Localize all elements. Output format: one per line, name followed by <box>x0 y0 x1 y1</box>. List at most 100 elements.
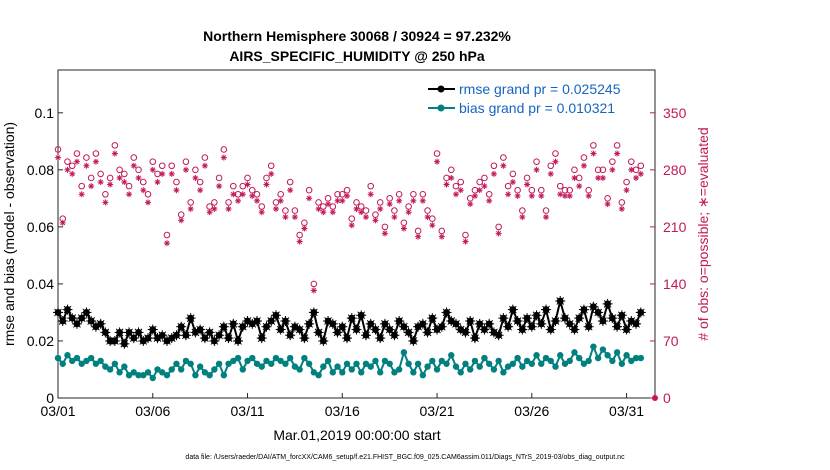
obs-possible-point <box>92 150 100 157</box>
rmse-point-star <box>417 318 428 329</box>
bias-point <box>376 369 384 376</box>
bias-point <box>149 374 156 382</box>
obs-evaluated-point <box>344 192 351 199</box>
obs-possible-point <box>168 162 176 170</box>
rmse-point-star <box>199 333 210 344</box>
rmse-point-star <box>436 321 447 332</box>
obs-possible-point <box>220 146 228 153</box>
bias-point <box>268 360 275 367</box>
obs-evaluated-point <box>235 197 242 204</box>
rmse-point-star <box>176 321 187 332</box>
bias-point <box>163 371 171 379</box>
bias-point <box>286 354 294 362</box>
obs-evaluated-point <box>633 174 640 181</box>
obs-evaluated-point <box>580 162 587 169</box>
obs-possible-point <box>618 199 626 206</box>
chart-title: Northern Hemisphere 30068 / 30924 = 97.2… <box>203 28 511 44</box>
rmse-point-star <box>114 327 125 338</box>
obs-evaluated-point <box>348 222 355 229</box>
obs-evaluated-point <box>55 154 61 161</box>
rmse-point-star <box>479 324 490 335</box>
bias-point <box>106 366 114 373</box>
rmse-point-star <box>261 321 272 332</box>
obs-possible-point <box>609 158 616 165</box>
obs-evaluated-point <box>73 158 80 165</box>
bias-point <box>225 360 232 367</box>
bias-point <box>481 354 488 362</box>
bias-point <box>580 360 588 367</box>
obs-possible-point <box>315 199 322 206</box>
rmse-point-star <box>578 304 589 315</box>
obs-possible-point <box>594 166 602 174</box>
bias-point <box>192 371 199 379</box>
obs-evaluated-point <box>220 154 227 161</box>
obs-evaluated-point <box>277 197 284 204</box>
x-tick-label: 03/26 <box>514 403 549 419</box>
rmse-point-star <box>360 330 371 341</box>
obs-evaluated-point <box>296 238 303 245</box>
legend: rmse grand pr = 0.025245 bias grand pr =… <box>420 77 650 119</box>
bias-point <box>400 349 408 356</box>
bias-point <box>372 357 379 365</box>
obs-evaluated-point <box>263 181 270 188</box>
rmse-point-star <box>460 327 471 338</box>
bias-point <box>514 354 521 362</box>
rmse-point-star <box>564 318 575 329</box>
obs-evaluated-point <box>557 191 564 198</box>
bias-point <box>557 352 564 359</box>
bias-point <box>467 366 474 373</box>
obs-possible-point <box>476 178 483 186</box>
rmse-point-star <box>57 315 68 326</box>
bias-point <box>111 360 119 367</box>
rmse-point-star <box>337 321 348 332</box>
bias-point <box>594 354 602 362</box>
rmse-point-star <box>308 307 319 318</box>
obs-possible-point <box>135 166 142 174</box>
rmse-point-star <box>394 315 405 326</box>
bias-point <box>462 360 469 367</box>
bias-point <box>362 360 370 367</box>
bias-point <box>263 357 270 365</box>
rmse-point-star <box>266 315 277 326</box>
bias-point <box>381 357 389 365</box>
rmse-point-star <box>195 324 206 335</box>
obs-evaluated-point <box>239 191 246 198</box>
obs-evaluated-point <box>145 199 152 206</box>
rmse-point-star <box>602 298 613 309</box>
bias-point <box>54 354 62 362</box>
rmse-point-star <box>270 310 281 321</box>
rmse-point-star <box>346 313 357 324</box>
rmse-point-star <box>280 315 291 326</box>
bias-point <box>448 352 455 359</box>
bias-point <box>291 363 299 370</box>
obs-evaluated-point <box>59 219 66 226</box>
obs-evaluated-point <box>78 191 85 198</box>
bias-point <box>310 369 318 376</box>
bias-point <box>230 357 237 365</box>
obs-evaluated-point <box>585 192 592 199</box>
obs-evaluated-point <box>505 191 512 198</box>
bias-point <box>538 360 545 367</box>
obs-possible-point <box>121 170 128 178</box>
bias-point <box>177 366 185 373</box>
rmse-point-star <box>375 333 386 344</box>
obs-possible-point <box>500 154 507 161</box>
bias-point <box>206 371 213 379</box>
bias-point <box>433 366 441 373</box>
plot-area <box>57 69 656 399</box>
obs-evaluated-point <box>571 174 578 181</box>
rmse-point-star <box>171 330 182 341</box>
rmse-point-star <box>218 321 229 332</box>
bias-point <box>571 349 578 356</box>
bias-point <box>628 357 635 365</box>
bias-point <box>121 363 128 370</box>
obs-possible-point <box>78 182 85 190</box>
rmse-point-star <box>370 324 381 335</box>
obs-possible-point <box>263 174 270 182</box>
obs-evaluated-point <box>268 170 275 177</box>
obs-evaluated-point <box>590 150 597 157</box>
bias-point <box>168 366 175 373</box>
rmse-point-star <box>351 324 362 335</box>
rmse-point-star <box>408 335 419 346</box>
